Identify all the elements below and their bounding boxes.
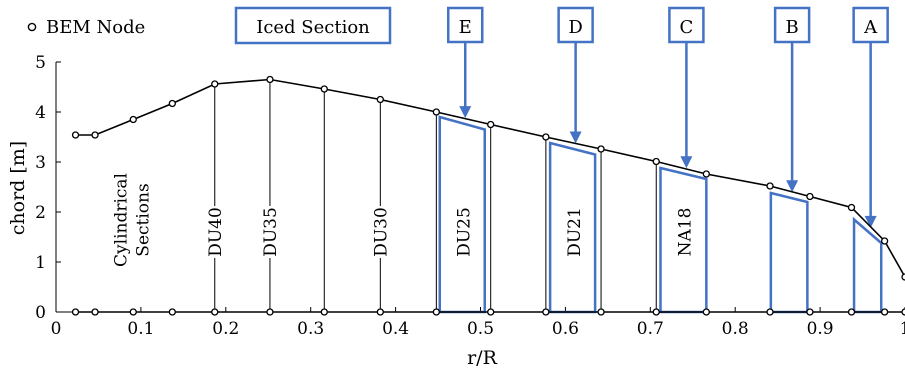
- bem-node-marker: [168, 308, 176, 316]
- section-label: NA18: [675, 208, 695, 257]
- bem-node-marker: [71, 131, 80, 139]
- bem-node-marker: [168, 99, 176, 108]
- chord-curve: [71, 75, 905, 316]
- section-label: DU25: [455, 207, 475, 257]
- y-tick-label: 1: [35, 253, 46, 273]
- iced-section-box: [852, 6, 889, 44]
- bem-node-marker: [320, 85, 328, 93]
- bem-node-marker: [432, 108, 441, 116]
- iced-section-box: [773, 6, 811, 44]
- bem-node-marker: [211, 80, 219, 88]
- bem-node-marker: [880, 308, 889, 316]
- legend-iced-label: Iced Section: [256, 17, 370, 38]
- y-tick-label: 4: [35, 103, 46, 123]
- section-label: DU21: [565, 207, 585, 257]
- bem-node-marker: [91, 308, 99, 316]
- section-label: DU30: [371, 207, 391, 257]
- legend-node-marker: [27, 22, 37, 32]
- bem-node-marker: [376, 95, 384, 104]
- iced-section-letter: C: [680, 17, 694, 38]
- y-tick-label: 5: [35, 53, 46, 73]
- y-tick-label: 0: [35, 303, 46, 323]
- x-tick-label: 0.6: [552, 319, 579, 339]
- iced-section-outline: [769, 191, 809, 314]
- bem-node-marker: [266, 75, 274, 84]
- bem-node-marker: [652, 157, 660, 166]
- bem-node-marker: [597, 308, 605, 316]
- x-tick-label: 0.3: [297, 319, 324, 339]
- bem-node-marker: [847, 203, 856, 212]
- bem-node-marker: [432, 308, 441, 316]
- x-tick-label: 0: [51, 319, 62, 339]
- bem-node-marker: [806, 308, 814, 316]
- bem-node-marker: [487, 120, 495, 129]
- legend-iced-box: [234, 6, 392, 45]
- bem-node-marker: [901, 273, 905, 281]
- bem-node-marker: [91, 131, 99, 139]
- section-label-background: [562, 206, 585, 258]
- bem-node-marker: [652, 308, 660, 316]
- bem-node-marker: [702, 308, 710, 316]
- x-tick-label: 0.4: [382, 319, 409, 339]
- bem-node-marker: [597, 145, 605, 153]
- x-tick-label: 0.2: [212, 319, 239, 339]
- bem-node-marker: [71, 308, 80, 316]
- bem-node-marker: [129, 308, 137, 316]
- iced-section-letter: B: [785, 17, 798, 38]
- bem-node-marker: [542, 308, 550, 316]
- section-label-background: [673, 206, 696, 258]
- section-label-background: [258, 206, 281, 258]
- iced-section-letter: E: [459, 17, 472, 38]
- y-tick-label: 3: [35, 153, 46, 173]
- bem-node-marker: [880, 237, 889, 245]
- bem-node-marker: [901, 308, 905, 316]
- section-label: DU35: [261, 207, 281, 257]
- x-axis-label: r/R: [467, 347, 497, 369]
- bem-node-marker: [266, 308, 274, 316]
- bem-node-marker: [542, 133, 550, 141]
- axes: 0 0.1 0.2 0.3 0.4 0.5 0.6 0.7 0.8 0.9 1 0 1 2 3 4 5: [35, 53, 905, 339]
- iced-section-letter: D: [568, 17, 582, 38]
- x-tick-label: 0.8: [722, 319, 749, 339]
- bem-node-marker: [211, 308, 219, 316]
- legend: BEM Node Iced Section: [27, 6, 392, 45]
- bem-node-marker: [847, 308, 856, 316]
- bem-node-marker: [702, 170, 710, 178]
- x-tick-label: 0.7: [637, 319, 664, 339]
- bem-node-marker: [129, 115, 137, 124]
- section-label-background: [452, 206, 475, 258]
- section-label-background: [369, 206, 392, 258]
- section-labels: Cylindrical Sections DU40 DU35 DU30 DU25 DU21 N…: [111, 173, 696, 267]
- x-tick-label: 0.5: [467, 319, 494, 339]
- section-lines: [214, 79, 657, 312]
- iced-section-arrow-head: [786, 180, 799, 193]
- iced-section-arrow-head: [680, 156, 693, 169]
- y-tick-label: 2: [35, 203, 46, 223]
- bem-node-marker: [320, 308, 328, 316]
- x-tick-label: 1: [900, 319, 905, 339]
- x-tick-label: 0.1: [127, 319, 154, 339]
- y-axis-label: chord [m]: [7, 141, 29, 235]
- bem-node-marker: [766, 182, 774, 190]
- bem-node-marker: [487, 308, 495, 316]
- section-label: Cylindrical Sections: [111, 173, 153, 267]
- legend-node-label: BEM Node: [46, 17, 145, 38]
- iced-section-arrow-head: [569, 131, 582, 144]
- x-tick-label: 0.9: [807, 319, 834, 339]
- iced-section-arrow-head: [864, 215, 877, 228]
- bem-node-marker: [806, 192, 814, 201]
- bem-node-marker: [376, 308, 384, 316]
- section-label: DU40: [206, 207, 226, 257]
- iced-section-letter: A: [863, 17, 878, 38]
- iced-section-arrow-head: [459, 106, 472, 119]
- section-label-background: [203, 206, 226, 258]
- iced-section-box: [668, 6, 705, 44]
- bem-node-marker: [766, 308, 774, 316]
